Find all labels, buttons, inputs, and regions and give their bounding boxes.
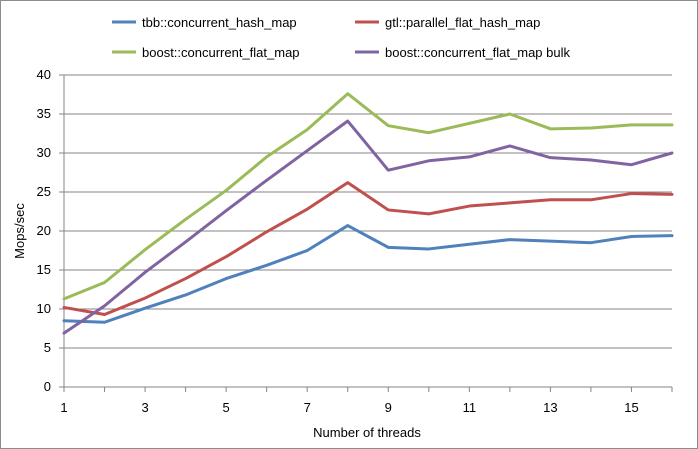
legend-label: tbb::concurrent_hash_map bbox=[142, 15, 297, 30]
y-tick-label: 5 bbox=[44, 340, 51, 355]
x-tick-label: 9 bbox=[385, 400, 392, 415]
x-tick-label: 5 bbox=[223, 400, 230, 415]
y-tick-label: 30 bbox=[37, 145, 51, 160]
legend-label: gtl::parallel_flat_hash_map bbox=[385, 15, 540, 30]
y-axis-title: Mops/sec bbox=[12, 203, 27, 259]
y-tick-label: 40 bbox=[37, 67, 51, 82]
x-tick-label: 7 bbox=[304, 400, 311, 415]
gridlines bbox=[64, 74, 672, 349]
series-line-4 bbox=[62, 119, 674, 335]
legend-label: boost::concurrent_flat_map bulk bbox=[385, 45, 570, 60]
y-tick-label: 25 bbox=[37, 184, 51, 199]
y-tick-label: 35 bbox=[37, 106, 51, 121]
x-tick-label: 3 bbox=[141, 400, 148, 415]
x-tick-label: 15 bbox=[624, 400, 638, 415]
y-tick-label: 15 bbox=[37, 262, 51, 277]
series-line-1 bbox=[62, 224, 674, 324]
series-line-3 bbox=[62, 92, 674, 301]
series-layer bbox=[62, 92, 674, 335]
y-tick-label: 10 bbox=[37, 301, 51, 316]
x-tick-label: 13 bbox=[543, 400, 557, 415]
legend: tbb::concurrent_hash_map gtl::parallel_fl… bbox=[112, 15, 570, 60]
y-tick-label: 20 bbox=[37, 223, 51, 238]
x-tick-label: 11 bbox=[463, 400, 477, 415]
legend-label: boost::concurrent_flat_map bbox=[142, 45, 300, 60]
x-axis-title: Number of threads bbox=[313, 425, 421, 440]
y-tick-label: 0 bbox=[44, 379, 51, 394]
series-line-2 bbox=[62, 181, 674, 316]
x-tick-label: 1 bbox=[60, 400, 67, 415]
